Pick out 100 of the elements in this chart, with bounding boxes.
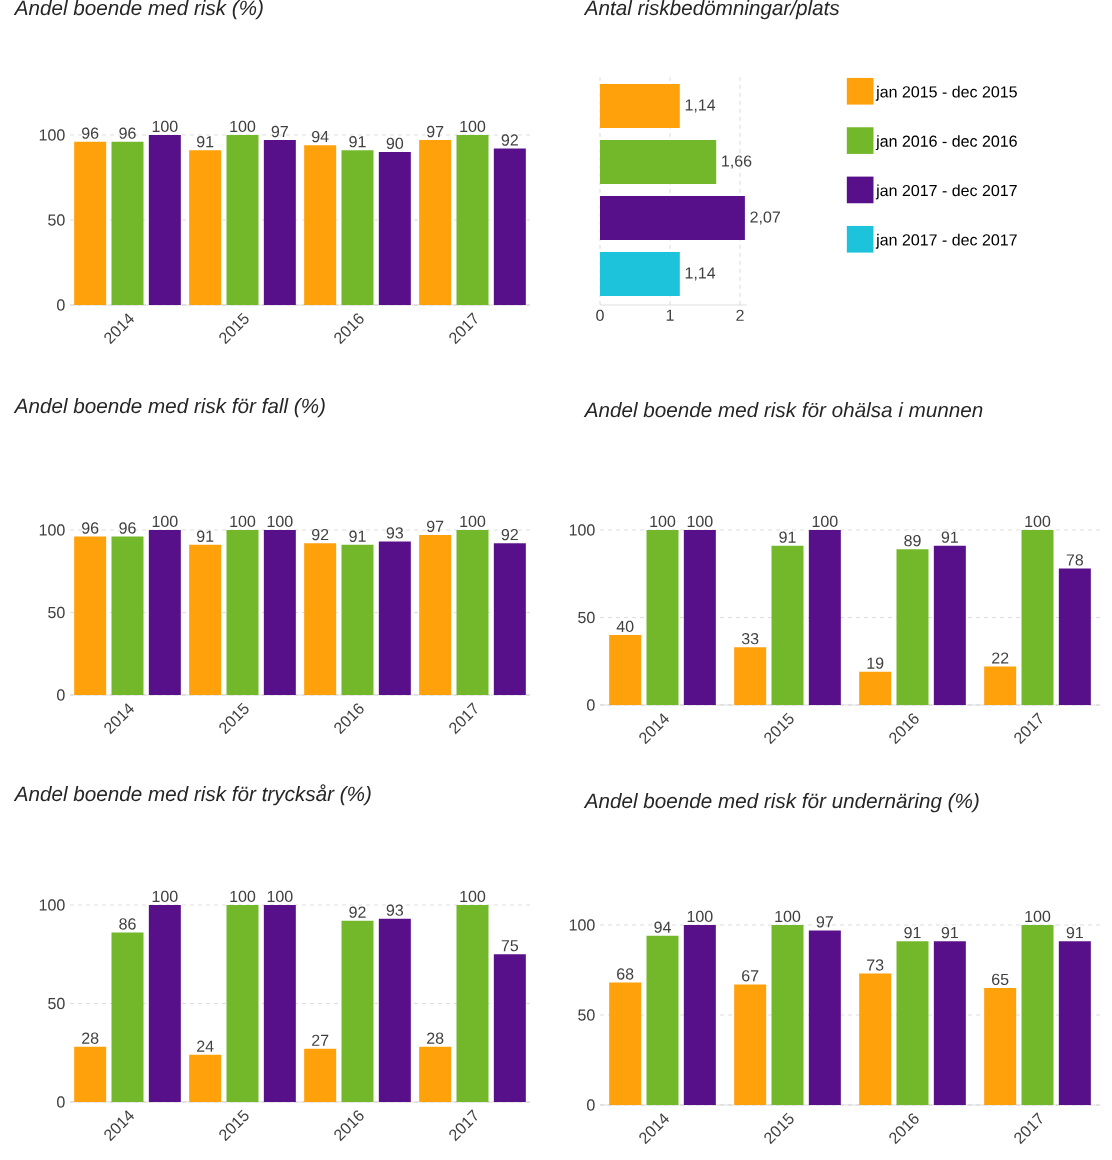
bar: [609, 634, 642, 705]
x-tick-label: 2: [736, 309, 744, 321]
y-tick-label: 0: [57, 689, 65, 701]
bar: [74, 1046, 107, 1102]
bar: [984, 666, 1017, 705]
data-label: 100: [230, 120, 256, 133]
bar: [609, 982, 642, 1105]
bar: [646, 529, 679, 705]
data-label: 2,07: [750, 211, 780, 225]
bar: [933, 545, 966, 705]
data-label: 27: [312, 1034, 329, 1046]
bar: [896, 941, 929, 1105]
data-label: 97: [816, 916, 833, 928]
bar: [263, 904, 296, 1102]
data-label: 96: [119, 522, 136, 534]
bar: [111, 932, 144, 1102]
y-tick-label: 100: [569, 524, 595, 536]
bar: [148, 904, 181, 1102]
bar: [984, 987, 1017, 1105]
data-label: 100: [687, 910, 713, 923]
data-label: 78: [1066, 554, 1084, 566]
bar: [189, 1054, 222, 1102]
data-label: 93: [386, 904, 404, 916]
data-label: 91: [349, 136, 366, 148]
bar: [859, 671, 892, 705]
bar: [600, 83, 680, 128]
data-label: 19: [867, 657, 884, 669]
bar: [734, 647, 767, 705]
y-tick-label: 50: [48, 606, 65, 619]
bar: [808, 529, 841, 705]
bar: [859, 973, 892, 1105]
data-label: 97: [427, 520, 444, 532]
bar: [304, 1048, 337, 1102]
data-label: 1,14: [685, 267, 716, 281]
data-label: 100: [460, 890, 486, 903]
data-label: 33: [741, 632, 759, 645]
data-label: 100: [1025, 515, 1051, 528]
data-label: 97: [427, 125, 444, 138]
data-label: 75: [501, 940, 519, 952]
data-label: 100: [687, 515, 713, 528]
data-label: 100: [1025, 910, 1051, 923]
data-label: 92: [312, 528, 329, 541]
data-label: 97: [271, 125, 288, 138]
bar: [600, 139, 717, 184]
legend-label: jan 2017 - dec 2017: [875, 233, 1017, 249]
data-label: 92: [349, 906, 366, 918]
data-label: 65: [992, 973, 1009, 986]
y-tick-label: 100: [39, 129, 65, 141]
data-label: 93: [386, 527, 404, 539]
data-label: 100: [812, 515, 838, 528]
y-tick-label: 0: [587, 1099, 595, 1111]
data-label: 96: [82, 127, 99, 139]
chart-title: Andel boende med risk för fall (%): [13, 398, 325, 418]
data-label: 91: [349, 530, 366, 542]
data-label: 22: [992, 652, 1009, 664]
y-tick-label: 0: [57, 299, 65, 311]
data-label: 28: [427, 1032, 444, 1044]
data-label: 91: [941, 531, 958, 543]
bar: [456, 904, 489, 1102]
data-label: 100: [152, 120, 178, 133]
y-tick-label: 100: [569, 919, 595, 931]
y-tick-label: 0: [57, 1096, 65, 1108]
data-label: 1,14: [685, 99, 716, 113]
bar: [646, 935, 679, 1105]
data-label: 100: [775, 910, 801, 923]
bar: [600, 195, 745, 240]
bar: [734, 984, 767, 1105]
bar: [683, 529, 716, 705]
data-label: 100: [230, 515, 256, 528]
data-label: 91: [779, 531, 796, 543]
data-label: 100: [460, 515, 486, 528]
y-tick-label: 50: [578, 1009, 595, 1021]
data-label: 91: [941, 926, 958, 939]
data-label: 100: [267, 890, 293, 903]
bar: [1021, 924, 1054, 1105]
chart-title: Andel boende med risk för undernäring (%): [583, 793, 979, 813]
data-label: 100: [230, 890, 256, 903]
legend-label: jan 2017 - dec 2017: [875, 184, 1017, 200]
data-label: 67: [742, 970, 759, 982]
data-label: 100: [152, 890, 178, 903]
legend-label: jan 2016 - dec 2016: [875, 135, 1017, 151]
chart-title: Antal riskbedömningar/plats: [583, 0, 840, 20]
data-label: 90: [386, 137, 404, 150]
data-label: 100: [267, 515, 293, 528]
legend-label: jan 2015 - dec 2015: [875, 85, 1017, 101]
bar: [341, 920, 374, 1102]
data-label: 73: [867, 959, 884, 971]
data-label: 94: [312, 130, 329, 143]
chart-title: Andel boende med risk (%): [13, 0, 263, 20]
bar: [1058, 941, 1091, 1105]
y-tick-label: 50: [48, 214, 65, 226]
data-label: 68: [617, 968, 634, 980]
data-label: 40: [616, 620, 634, 633]
data-label: 94: [654, 921, 671, 933]
data-label: 92: [501, 134, 518, 146]
bar: [493, 954, 526, 1102]
chart-title: Andel boende med risk för trycksår (%): [13, 784, 371, 806]
bar: [378, 918, 411, 1102]
data-label: 1,66: [722, 155, 752, 169]
data-label: 24: [197, 1040, 214, 1052]
